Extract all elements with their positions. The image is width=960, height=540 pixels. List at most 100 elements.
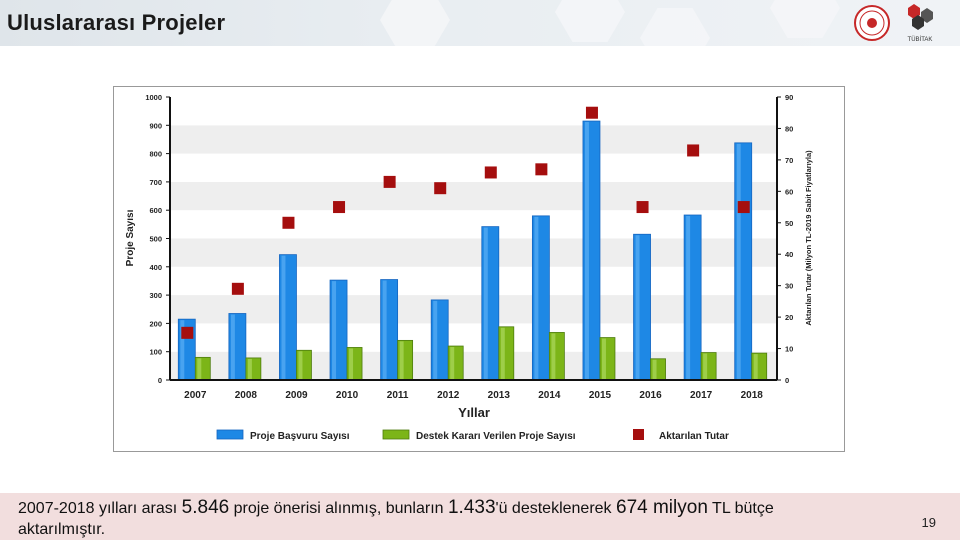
y2-tick-label: 90 <box>785 93 793 102</box>
x-tick-label: 2010 <box>336 390 359 401</box>
axes: 0 100 200 300 400 500 600 700 800 900 1000 0 10 20 30 4… <box>145 93 793 401</box>
y-tick-label: 100 <box>149 348 162 357</box>
bar-highlight <box>703 353 708 380</box>
y2-tick-label: 30 <box>785 282 793 291</box>
x-tick-label: 2007 <box>184 390 207 401</box>
x-tick-label: 2008 <box>235 390 258 401</box>
summary-part: 'ü desteklenerek <box>495 500 616 517</box>
logo-group: TÜBİTAK <box>850 2 942 46</box>
marker-aktarilan-tutar <box>535 163 548 176</box>
bar-highlight <box>753 354 758 380</box>
bar-highlight <box>450 347 455 380</box>
x-tick-label: 2016 <box>639 390 662 401</box>
legend: Proje Başvuru Sayısı Destek Kararı Verile… <box>216 429 729 442</box>
bar-highlight <box>534 216 539 380</box>
bar-highlight <box>601 338 606 380</box>
y2-tick-label: 40 <box>785 250 793 259</box>
tubitak-logo-icon: TÜBİTAK <box>908 4 933 43</box>
y-tick-label: 400 <box>149 263 162 272</box>
y2-tick-label: 80 <box>785 124 793 133</box>
marker-aktarilan-tutar <box>434 182 447 195</box>
legend-label: Aktarılan Tutar <box>659 431 729 442</box>
decorative-hexagon <box>770 0 840 38</box>
marker-aktarilan-tutar <box>687 144 700 157</box>
summary-part: proje önerisi alınmış, bunların <box>229 500 448 517</box>
decorative-hexagon <box>380 0 450 46</box>
slide-header: Uluslararası Projeler TÜBİTAK <box>0 0 960 46</box>
bar-highlight <box>332 281 337 380</box>
grid-band <box>170 323 777 352</box>
bar-highlight <box>483 227 488 380</box>
grid-band <box>170 97 777 126</box>
y2-tick-label: 0 <box>785 376 789 385</box>
marker-aktarilan-tutar <box>181 326 194 339</box>
y2-tick-label: 70 <box>785 156 793 165</box>
grid-band <box>170 210 777 239</box>
grid-band <box>170 295 777 324</box>
x-tick-label: 2009 <box>285 390 308 401</box>
y-tick-label: 1000 <box>145 93 162 102</box>
y2-axis-title: Aktarılan Tutar (Milyon TL-2019 Sabit Fi… <box>804 150 813 326</box>
x-axis-title: Yıllar <box>458 405 490 420</box>
y-tick-label: 900 <box>149 121 162 130</box>
y2-tick-label: 10 <box>785 345 793 354</box>
grid-band <box>170 238 777 267</box>
x-tick-label: 2012 <box>437 390 460 401</box>
marker-aktarilan-tutar <box>585 106 598 119</box>
marker-aktarilan-tutar <box>636 201 649 214</box>
legend-swatch <box>382 429 410 440</box>
bar-highlight <box>197 358 202 380</box>
marker-series <box>181 106 750 339</box>
bar-highlight <box>433 300 438 380</box>
grid-band <box>170 266 777 296</box>
gridlines <box>170 97 777 380</box>
marker-aktarilan-tutar <box>484 166 497 179</box>
bar-highlight <box>298 351 303 380</box>
y2-tick-label: 60 <box>785 187 793 196</box>
marker-aktarilan-tutar <box>383 175 396 188</box>
bar-series <box>177 120 768 381</box>
bar-highlight <box>180 320 185 380</box>
y-tick-label: 500 <box>149 235 162 244</box>
bar-highlight <box>551 333 556 380</box>
x-tick-label: 2014 <box>538 390 561 401</box>
bar-highlight <box>686 216 691 380</box>
y2-tick-label: 50 <box>785 219 793 228</box>
bar-highlight <box>247 358 252 380</box>
bar-highlight <box>635 235 640 380</box>
grid-band <box>170 351 777 380</box>
x-tick-label: 2011 <box>387 390 409 401</box>
y-tick-label: 0 <box>158 376 162 385</box>
decorative-hexagon <box>640 8 710 46</box>
summary-number: 5.846 <box>181 497 230 518</box>
bar-chart: 0 100 200 300 400 500 600 700 800 900 1000 0 10 20 30 4… <box>113 86 845 452</box>
bar-highlight <box>652 359 657 380</box>
marker-aktarilan-tutar <box>231 282 244 295</box>
x-tick-label: 2013 <box>488 390 511 401</box>
decorative-hexagon <box>555 0 625 42</box>
y-tick-label: 200 <box>149 319 162 328</box>
y-tick-label: 300 <box>149 291 162 300</box>
legend-swatch <box>633 429 644 440</box>
marker-aktarilan-tutar <box>333 201 346 214</box>
page-number: 19 <box>921 515 936 530</box>
legend-label: Proje Başvuru Sayısı <box>250 431 350 442</box>
grid-band <box>170 181 777 211</box>
marker-aktarilan-tutar <box>737 201 750 214</box>
summary-number: 1.433 <box>447 497 496 518</box>
slide-title: Uluslararası Projeler <box>7 10 226 35</box>
marker-aktarilan-tutar <box>282 216 295 229</box>
bar-highlight <box>382 280 387 380</box>
bar-highlight <box>349 348 354 380</box>
y-tick-label: 600 <box>149 206 162 215</box>
x-tick-label: 2018 <box>741 390 764 401</box>
grid-band <box>170 153 777 182</box>
grid-band <box>170 125 777 154</box>
x-tick-label: 2017 <box>690 390 713 401</box>
summary-part: 2007-2018 yılları arası <box>18 500 182 517</box>
ministry-seal-icon <box>854 5 890 41</box>
y-tick-label: 700 <box>149 178 162 187</box>
y-tick-label: 800 <box>149 150 162 159</box>
bar-highlight <box>230 314 235 380</box>
bar-highlight <box>584 122 589 381</box>
